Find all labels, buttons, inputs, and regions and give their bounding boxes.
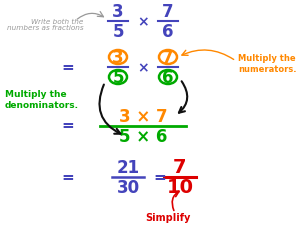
Text: 5: 5 bbox=[112, 69, 124, 87]
Text: Write both the
numbers as fractions: Write both the numbers as fractions bbox=[7, 18, 83, 31]
Text: Multiply the
denominators.: Multiply the denominators. bbox=[5, 90, 79, 109]
Text: ×: × bbox=[137, 15, 149, 29]
Text: =: = bbox=[61, 117, 74, 132]
Text: 7: 7 bbox=[162, 49, 174, 67]
Text: =: = bbox=[61, 170, 74, 185]
Text: 5 × 6: 5 × 6 bbox=[119, 128, 167, 145]
Text: 10: 10 bbox=[167, 178, 194, 197]
Text: 30: 30 bbox=[116, 178, 140, 196]
Text: =: = bbox=[154, 170, 166, 185]
Text: 7: 7 bbox=[162, 3, 174, 21]
Text: 3 × 7: 3 × 7 bbox=[119, 108, 167, 125]
Text: 6: 6 bbox=[162, 23, 174, 41]
Text: 21: 21 bbox=[116, 158, 140, 176]
Text: 6: 6 bbox=[162, 69, 174, 87]
Text: Simplify: Simplify bbox=[145, 212, 191, 222]
Text: Multiply the
numerators.: Multiply the numerators. bbox=[238, 54, 296, 73]
Text: 3: 3 bbox=[112, 3, 124, 21]
Text: 7: 7 bbox=[173, 158, 187, 177]
Text: ×: × bbox=[137, 61, 149, 75]
Text: 5: 5 bbox=[112, 23, 124, 41]
Text: =: = bbox=[61, 60, 74, 75]
Text: 3: 3 bbox=[112, 49, 124, 67]
